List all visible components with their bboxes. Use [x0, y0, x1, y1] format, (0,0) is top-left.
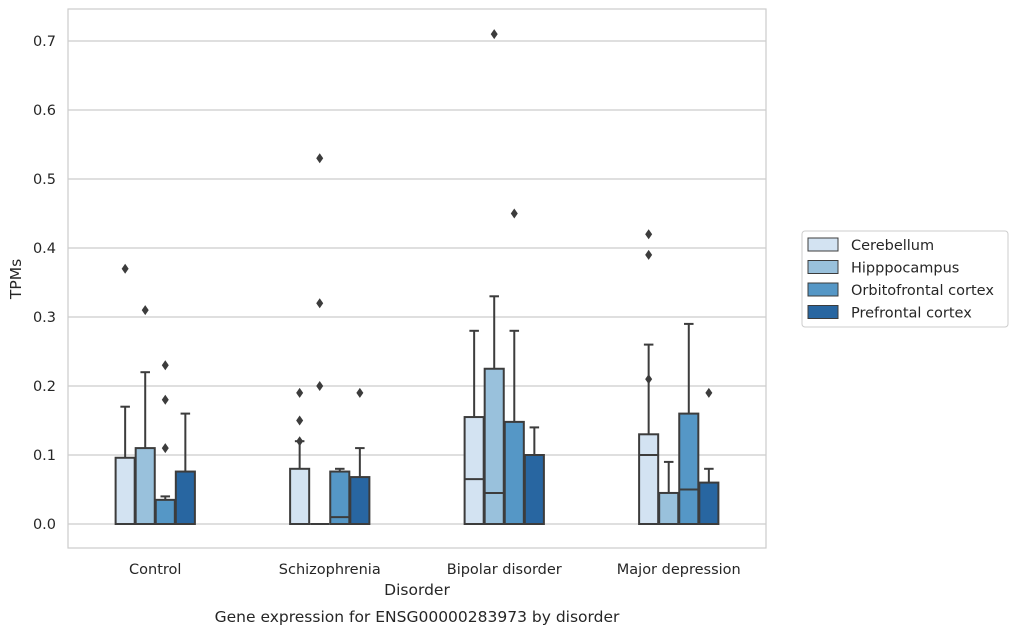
legend-swatch	[807, 305, 839, 319]
outlier-point	[645, 229, 653, 240]
box-hipppocampus	[483, 29, 505, 525]
y-tick-label: 0.0	[33, 517, 56, 533]
box-cerebellum	[289, 387, 311, 525]
chart-title: Gene expression for ENSG00000283973 by d…	[215, 608, 620, 626]
outlier-point	[161, 360, 169, 371]
box-marks	[114, 29, 720, 526]
outlier-point	[296, 436, 304, 447]
box-body	[463, 416, 485, 525]
outlier-point	[316, 298, 324, 309]
box-body	[289, 467, 311, 525]
legend-label: Orbitofrontal cortex	[851, 283, 994, 299]
x-tick-label: Bipolar disorder	[447, 562, 562, 578]
y-tick-label: 0.2	[33, 379, 56, 395]
box-prefrontal-cortex	[523, 426, 545, 525]
box-body	[503, 420, 525, 526]
outlier-point	[121, 263, 129, 274]
box-cerebellum	[114, 263, 136, 526]
plot-area-frame	[67, 8, 767, 549]
box-orbitofrontal-cortex	[678, 322, 700, 526]
box-hipppocampus	[134, 305, 156, 526]
box-body	[658, 491, 680, 526]
outlier-point	[645, 374, 653, 385]
box-body	[638, 433, 660, 525]
legend-label: Prefrontal cortex	[851, 306, 972, 322]
outlier-point	[161, 394, 169, 405]
box-prefrontal-cortex	[349, 387, 371, 525]
y-tick-label: 0.7	[33, 34, 56, 50]
box-body	[134, 447, 156, 526]
box-prefrontal-cortex	[698, 387, 720, 526]
outlier-point	[510, 208, 518, 219]
legend-swatch	[807, 260, 839, 274]
x-tick-label: Control	[129, 562, 181, 578]
box-cerebellum	[638, 229, 660, 525]
legend: Cerebellum Hipppocampus Orbitofrontal cort…	[801, 230, 1009, 328]
box-body	[329, 470, 351, 525]
outlier-point	[645, 249, 653, 260]
box-body	[349, 476, 371, 525]
box-orbitofrontal-cortex	[503, 208, 525, 526]
outlier-point	[705, 387, 713, 398]
box-orbitofrontal-cortex	[329, 467, 351, 525]
outlier-point	[296, 387, 304, 398]
outlier-point	[356, 387, 364, 398]
legend-swatch	[807, 237, 839, 252]
box-hipppocampus	[310, 153, 330, 525]
legend-frame	[801, 230, 1009, 328]
y-axis-label: TPMs	[7, 259, 25, 300]
y-axis-ticks: 0.0 0.1 0.2 0.3 0.4 0.5 0.6 0.7	[33, 34, 56, 533]
box-prefrontal-cortex	[174, 412, 196, 525]
x-tick-label: Schizophrenia	[279, 562, 381, 578]
box-body	[174, 470, 196, 525]
box-orbitofrontal-cortex	[154, 360, 176, 526]
box-body	[698, 481, 720, 526]
box-body	[678, 412, 700, 526]
box-body	[154, 498, 176, 526]
y-tick-label: 0.6	[33, 103, 56, 119]
legend-label: Hipppocampus	[851, 261, 959, 277]
x-axis-ticks: Control Schizophrenia Bipolar disorder Majo…	[129, 562, 741, 578]
outlier-point	[296, 415, 304, 426]
box-body	[523, 454, 545, 525]
outlier-point	[316, 381, 324, 391]
box-cerebellum	[463, 329, 485, 525]
x-tick-label: Major depression	[617, 562, 741, 578]
y-tick-label: 0.4	[33, 241, 56, 257]
outlier-point	[161, 443, 169, 454]
gridlines	[68, 40, 766, 525]
box-body	[114, 456, 136, 526]
outlier-point	[490, 29, 498, 40]
outlier-point	[316, 153, 324, 164]
legend-swatch	[807, 282, 839, 297]
legend-label: Cerebellum	[851, 238, 934, 254]
box-hipppocampus	[658, 460, 680, 526]
outlier-point	[141, 305, 149, 316]
y-tick-label: 0.1	[33, 448, 56, 464]
box-body	[483, 367, 505, 525]
y-tick-label: 0.5	[33, 172, 56, 188]
x-axis-label: Disorder	[384, 581, 450, 599]
y-tick-label: 0.3	[33, 310, 56, 326]
